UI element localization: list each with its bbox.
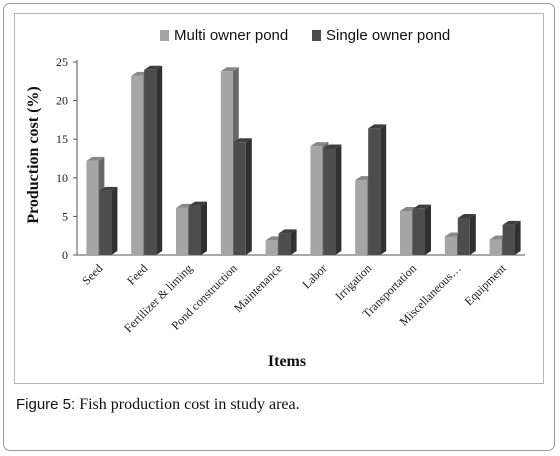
bar-side <box>380 124 387 255</box>
bar-front <box>368 128 381 255</box>
y-tick-label: 10 <box>56 171 68 185</box>
bar-front <box>144 69 157 255</box>
bar-front <box>310 146 323 255</box>
figure-caption: Figure 5: Fish production cost in study … <box>16 396 300 414</box>
bar-side <box>201 201 207 255</box>
bar-single-5 <box>323 144 342 255</box>
y-tick-label: 25 <box>56 55 68 69</box>
bar-top <box>323 144 342 149</box>
bar-top <box>457 213 476 218</box>
caption-text: Fish production cost in study area. <box>75 396 300 413</box>
bar-top <box>220 67 239 72</box>
bar-top <box>233 138 252 143</box>
bar-front <box>176 207 188 255</box>
legend-swatch <box>312 30 321 41</box>
bar-front <box>278 233 291 255</box>
bar-front <box>502 224 515 255</box>
bar-front <box>323 148 336 255</box>
legend-swatch <box>160 30 169 41</box>
y-tick-label: 5 <box>62 209 68 223</box>
legend-label: Single owner pond <box>326 27 450 44</box>
bar-top <box>144 65 163 70</box>
bar-top <box>310 142 329 147</box>
bar-top <box>278 229 297 234</box>
bar-top <box>189 201 207 206</box>
bar-front <box>220 71 233 255</box>
bar-side <box>335 144 342 255</box>
bar-single-9 <box>502 220 521 255</box>
bar-top <box>86 156 105 161</box>
bar-side <box>514 220 521 255</box>
bar-front <box>400 210 412 255</box>
bar-single-4 <box>278 229 297 255</box>
bar-single-8 <box>457 213 476 255</box>
bar-side <box>290 229 297 255</box>
bar-single-6 <box>368 124 387 255</box>
y-tick-label: 15 <box>56 132 68 146</box>
bar-front <box>233 142 246 255</box>
bar-side <box>469 213 476 255</box>
legend-label: Multi owner pond <box>174 27 288 44</box>
bar-single-3 <box>233 138 252 255</box>
x-axis-title: Items <box>268 353 306 370</box>
y-tick-label: 0 <box>62 248 68 262</box>
x-tick-label: Irrigation <box>332 261 374 303</box>
bar-front <box>444 236 457 255</box>
bar-front <box>489 239 502 255</box>
bar-single-1 <box>144 65 163 255</box>
x-tick-label: Equipment <box>462 261 510 309</box>
x-tick-label: Labor <box>299 261 329 291</box>
y-axis-title: Production cost (%) <box>25 86 42 223</box>
bar-front <box>265 240 278 255</box>
bar-front <box>131 75 144 256</box>
y-tick-label: 20 <box>56 94 68 108</box>
bar-single-0 <box>99 186 118 255</box>
bar-front <box>355 180 368 255</box>
bar-front <box>413 208 425 255</box>
legend: Multi owner pond Single owner pond <box>160 27 450 44</box>
bar-top <box>99 186 118 191</box>
bar-front <box>189 205 201 255</box>
bar-top <box>502 220 521 225</box>
bar-top <box>368 124 387 129</box>
bars <box>86 65 521 256</box>
bar-side <box>156 65 163 255</box>
x-tick-label: Seed <box>79 261 105 287</box>
bar-front <box>99 190 112 255</box>
bar-side <box>425 204 431 255</box>
x-tick-label: Maintenance <box>231 261 285 315</box>
bar-side <box>245 138 252 255</box>
bar-top <box>413 204 431 209</box>
bar-front <box>457 217 470 255</box>
bar-single-7 <box>413 204 431 255</box>
bar-front <box>86 160 99 255</box>
bar-single-2 <box>189 201 207 255</box>
x-tick-label: Feed <box>124 261 150 287</box>
bar-side <box>111 186 118 255</box>
caption-label: Figure 5: <box>16 396 76 413</box>
